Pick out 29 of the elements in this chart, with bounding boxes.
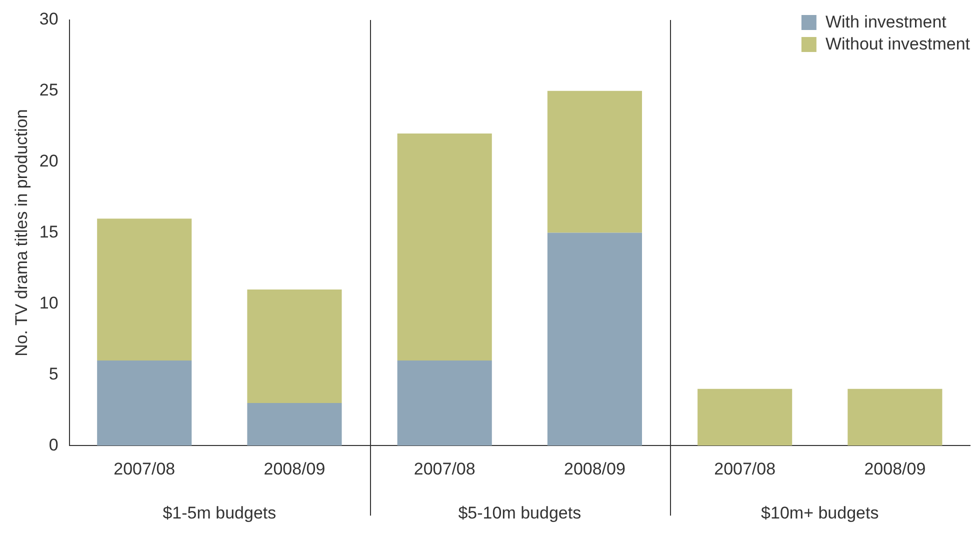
bar (547, 232, 642, 446)
text: $10m+ budgets (761, 503, 879, 522)
y-tick-label: 25 (39, 80, 58, 100)
x-tick-label: 2008/09 (264, 459, 326, 478)
bar (397, 360, 492, 446)
y-tick-label: 10 (39, 293, 58, 312)
y-tick-label: 0 (48, 435, 58, 454)
x-tick-label: 2008/09 (864, 459, 926, 478)
y-tick-label: 15 (39, 222, 58, 242)
text: $1-5m budgets (162, 503, 276, 522)
y-axis-title: No. TV drama titles in production (12, 109, 31, 356)
legend-label: Without investment (825, 34, 970, 54)
text: $5-10m budgets (458, 503, 582, 522)
x-tick-label: 2007/08 (114, 459, 176, 478)
bar (247, 403, 342, 446)
bar (698, 388, 792, 446)
x-tick-label: 2008/09 (564, 459, 626, 478)
y-tick-label: 20 (39, 152, 58, 171)
bar (848, 388, 942, 446)
bar (547, 90, 642, 233)
bar (247, 290, 342, 404)
bar (397, 133, 492, 360)
legend-label: With investment (825, 12, 947, 32)
bar (97, 218, 192, 360)
bar (97, 360, 192, 446)
x-tick-label: 2007/08 (414, 459, 476, 478)
x-tick-label: 2007/08 (714, 459, 776, 478)
y-tick-label: 30 (39, 10, 58, 29)
y-tick-label: 5 (48, 364, 58, 384)
